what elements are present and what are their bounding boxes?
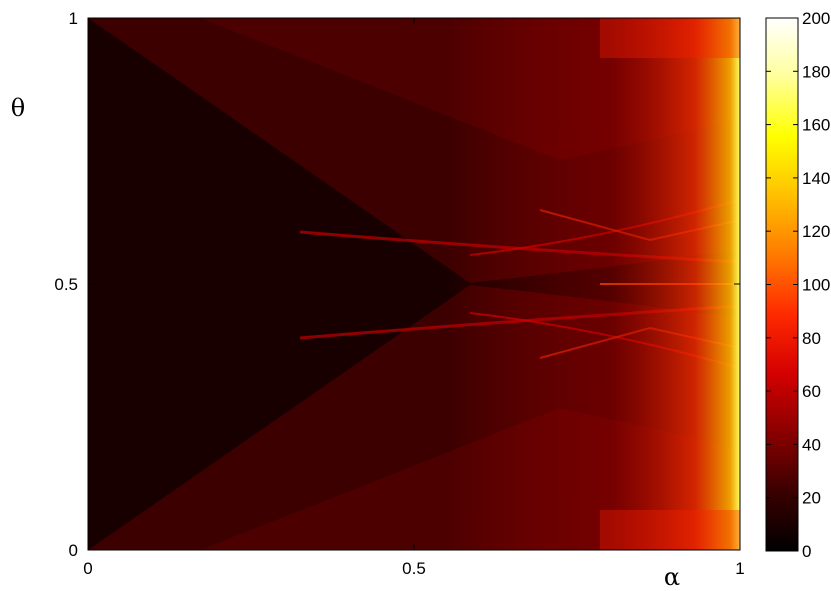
colorbar-ticks: 0 20 40 60 80 100 120 140 160 180 200 — [766, 9, 830, 561]
colorbar-tick-label: 120 — [802, 222, 830, 241]
colorbar-tick-label: 140 — [802, 169, 830, 188]
y-axis-ticks: 00.51 — [54, 9, 740, 560]
colorbar-tick-label: 60 — [802, 382, 821, 401]
colorbar-tick-label: 40 — [802, 435, 821, 454]
y-axis-label: θ — [11, 94, 25, 122]
x-tick-label: 1 — [735, 559, 744, 578]
heatmap-image — [88, 18, 740, 550]
colorbar-tick-label: 100 — [802, 276, 830, 295]
x-tick-label: 0.5 — [402, 559, 426, 578]
colorbar-tick-label: 180 — [802, 62, 830, 81]
x-axis-label: α — [664, 563, 680, 591]
x-axis-ticks: 0 0.5 1 — [83, 18, 745, 578]
colorbar-tick-label: 20 — [802, 489, 821, 508]
colorbar-tick-label: 200 — [802, 9, 830, 28]
colorbar-tick-label: 0 — [802, 542, 811, 561]
colorbar-tick-label: 80 — [802, 329, 821, 348]
colorbar-tick-label: 160 — [802, 116, 830, 135]
y-tick-label: 0 — [69, 541, 78, 560]
y-tick-label: 1 — [69, 9, 78, 28]
colorbar — [765, 17, 799, 552]
x-tick-label: 0 — [83, 559, 92, 578]
y-tick-label: 0.5 — [54, 275, 78, 294]
